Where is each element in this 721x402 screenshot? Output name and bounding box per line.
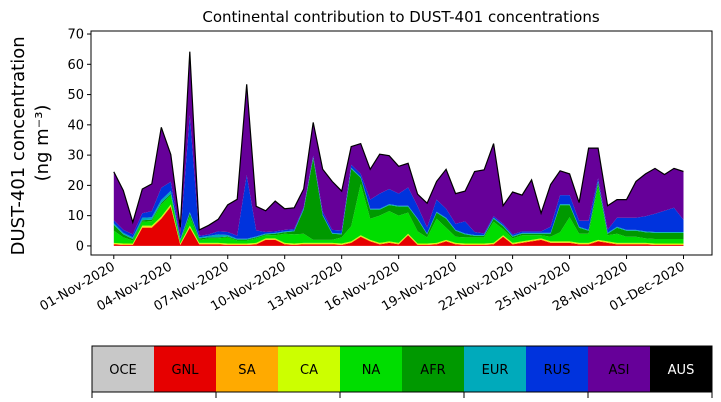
y-axis-label-line-1: DUST-401 concentration: [8, 36, 29, 255]
legend-frame: [91, 345, 713, 393]
legend-label-aus: AUS: [668, 363, 695, 378]
y-axis-label-line-2: (ng m⁻³): [32, 105, 53, 182]
legend-label-rus: RUS: [544, 363, 571, 378]
legend-swatch-ca: [278, 346, 341, 392]
continent-colorbar-legend: OCE GNL SA CA NA AFR EUR RUS ASI AUS: [91, 345, 713, 398]
axes-frame: [90, 30, 713, 256]
legend-label-na: NA: [362, 363, 381, 378]
y-tick-label: 20: [67, 179, 84, 194]
legend-swatch-rus: [526, 346, 589, 392]
legend-swatch-na: [340, 346, 403, 392]
area-series-rus: [113, 115, 684, 240]
area-series-asi: [113, 51, 684, 237]
legend-label-ca: CA: [300, 363, 318, 378]
legend-label-oce: OCE: [109, 363, 137, 378]
y-axis: 0 10 20 30 40 50 60 70: [67, 28, 91, 254]
legend-swatch-afr: [402, 346, 465, 392]
legend-swatch-oce: [92, 346, 155, 392]
legend-label-asi: ASI: [609, 363, 630, 378]
y-tick-label: 70: [67, 28, 84, 43]
legend-swatch-sa: [216, 346, 279, 392]
y-tick-label: 30: [67, 149, 84, 164]
chart-title: Continental contribution to DUST-401 con…: [202, 8, 599, 26]
area-series-gnl: [113, 206, 684, 246]
y-axis-label: DUST-401 concentration (ng m⁻³): [8, 31, 53, 256]
legend-label-sa: SA: [238, 363, 255, 378]
legend-swatch-eur: [464, 346, 527, 392]
legend-swatch-gnl: [154, 346, 217, 392]
stacked-area-plot: [113, 51, 684, 246]
legend-swatch-aus: [650, 346, 713, 392]
x-axis: 01-Nov-202004-Nov-202007-Nov-202010-Nov-…: [38, 255, 688, 315]
y-tick-label: 50: [67, 88, 84, 103]
legend-label-eur: EUR: [482, 363, 509, 378]
y-tick-label: 0: [76, 239, 84, 254]
y-tick-label: 60: [67, 58, 84, 73]
legend-label-gnl: GNL: [171, 363, 199, 378]
area-series-afr: [113, 158, 684, 242]
y-tick-label: 10: [67, 209, 84, 224]
total-outline: [113, 51, 684, 231]
legend-swatch-asi: [588, 346, 651, 392]
legend-label-afr: AFR: [420, 363, 445, 378]
area-series-na: [113, 183, 684, 244]
y-tick-label: 40: [67, 118, 84, 133]
